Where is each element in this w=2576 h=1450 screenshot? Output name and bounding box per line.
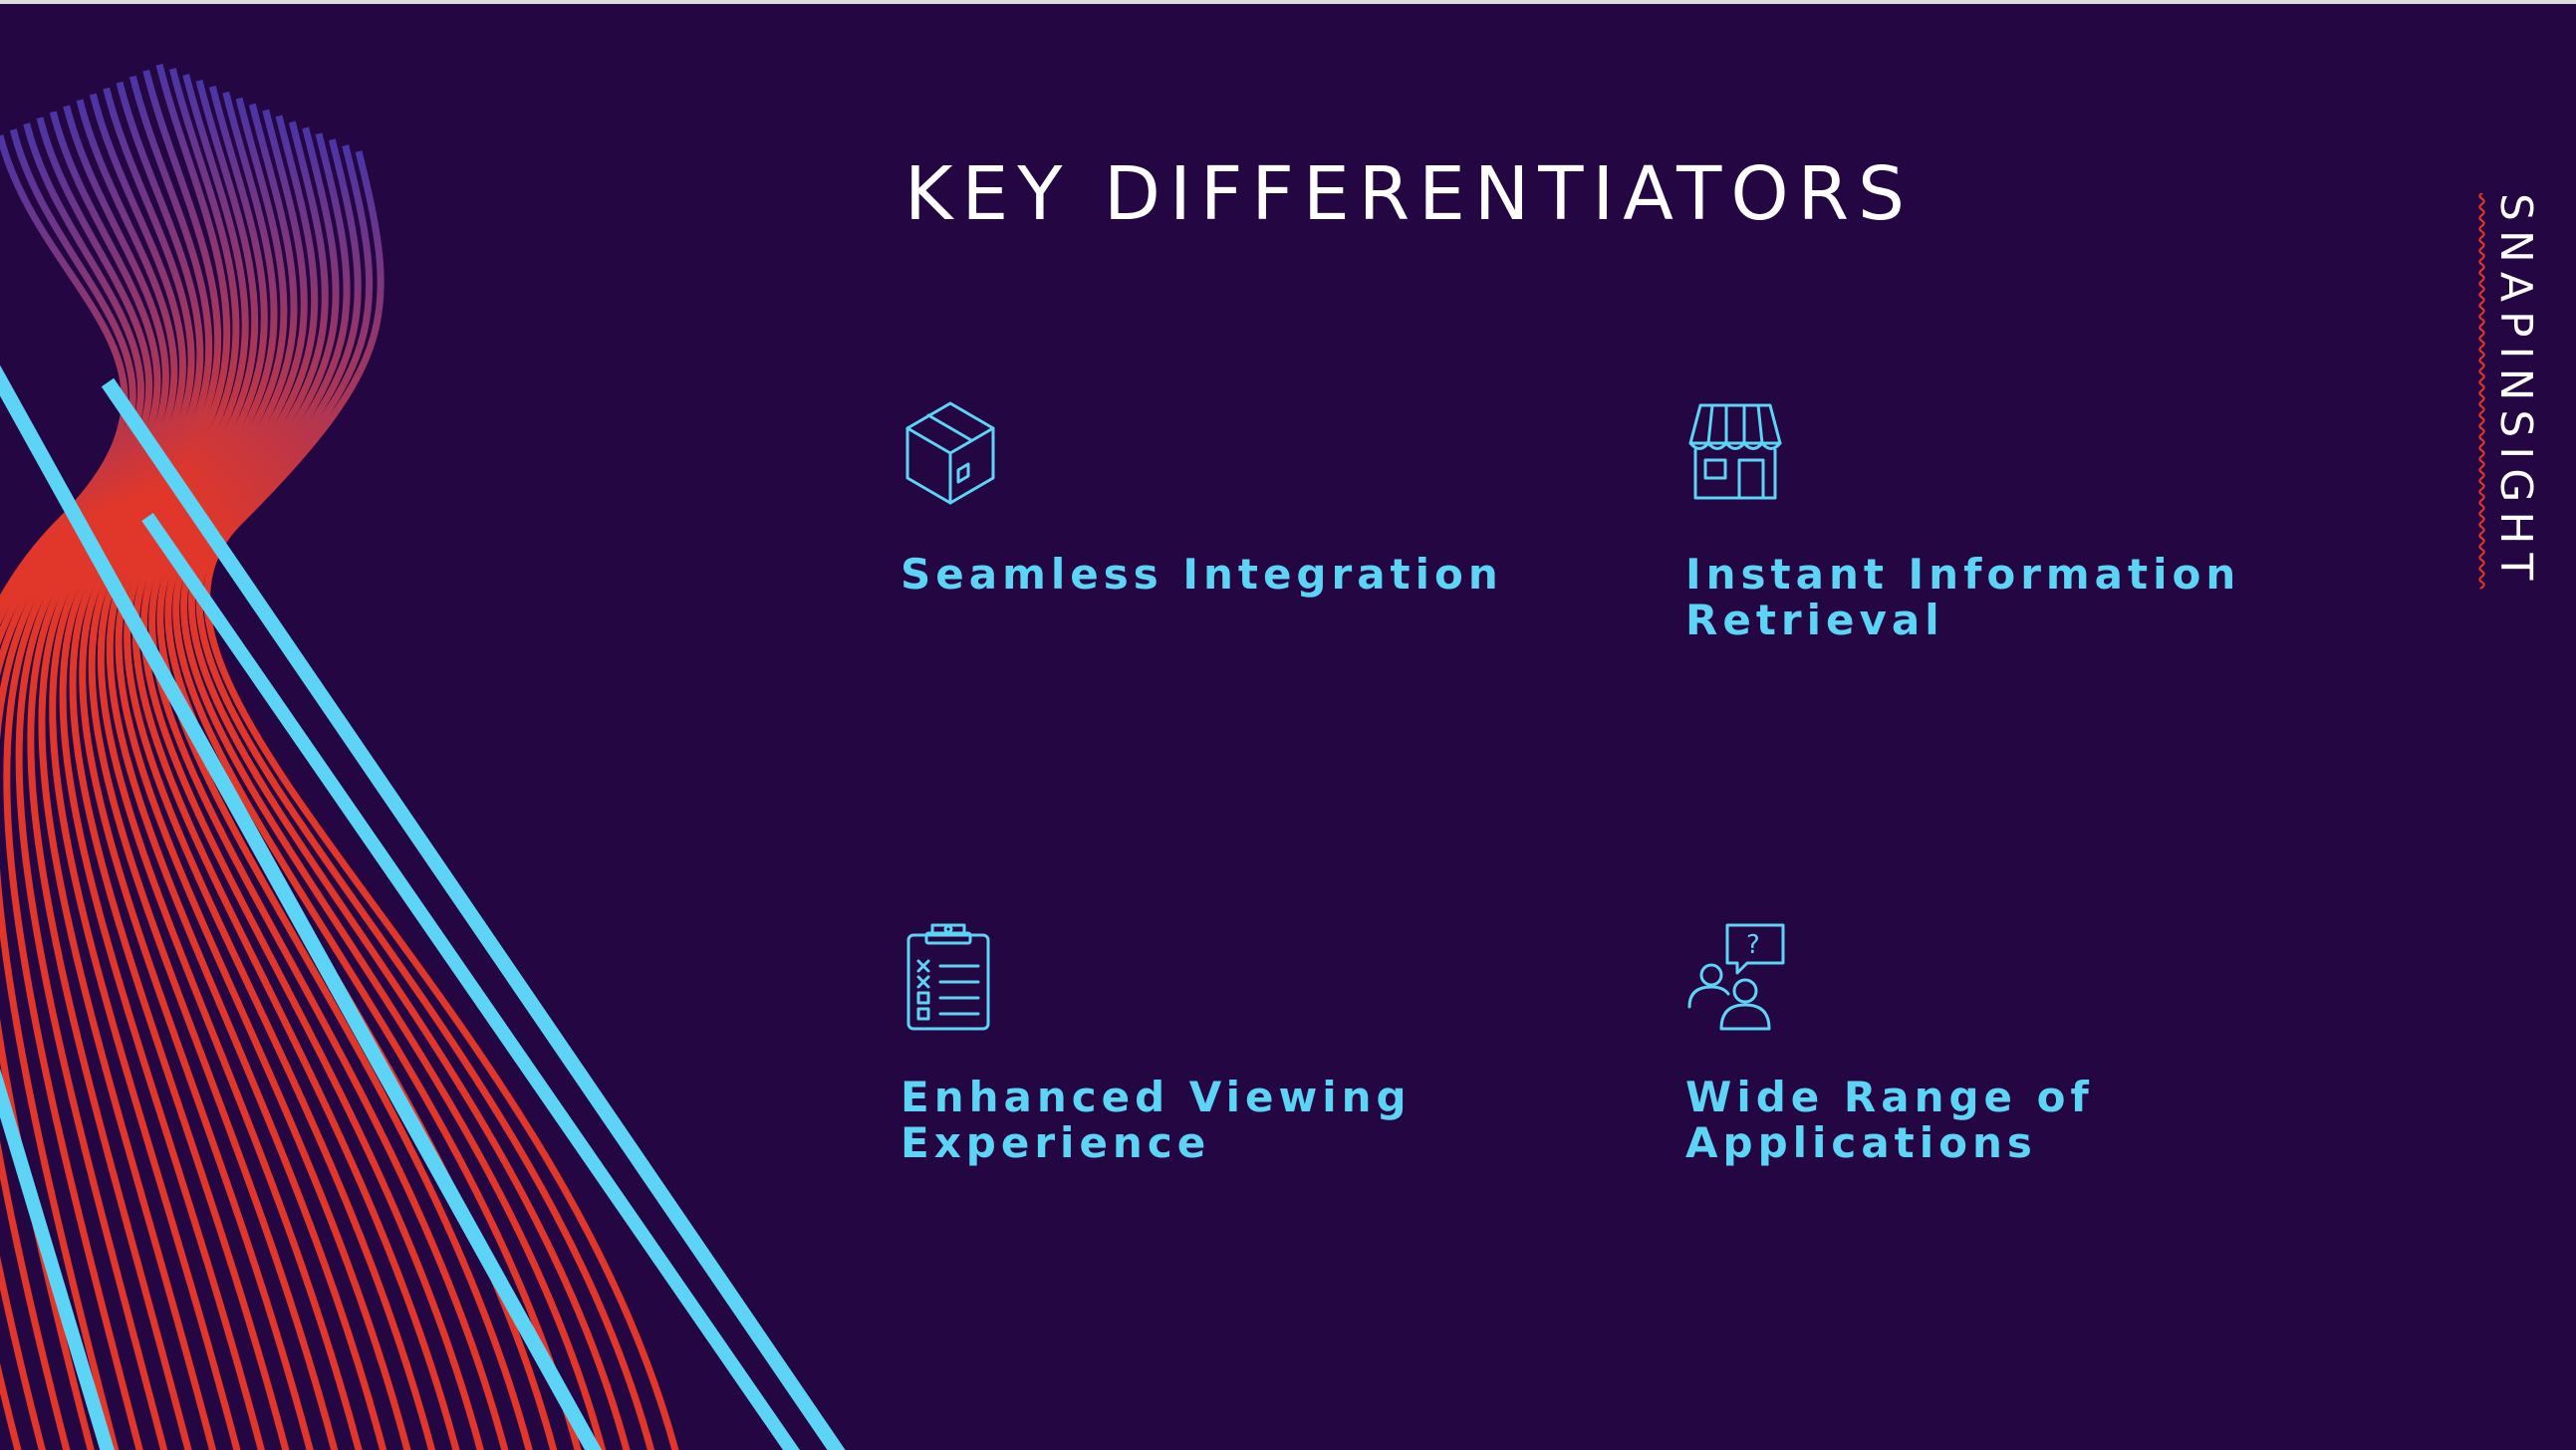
wave-line <box>0 128 136 1450</box>
cyan-accent-line <box>0 1068 115 1450</box>
people-question-icon: ? <box>1685 921 1785 1031</box>
slide: KEY DIFFERENTIATORS SNAPINSIGHT Seamless… <box>0 4 2576 1450</box>
feature-wide-range-of-applications: ? Wide Range of Applications <box>1685 921 2343 1166</box>
wave-line <box>0 122 144 1450</box>
wave-line <box>115 85 411 1450</box>
wave-line <box>69 69 290 1450</box>
feature-seamless-integration: Seamless Integration <box>901 398 1558 598</box>
wave-line <box>15 99 178 1450</box>
wave-line <box>180 132 607 1450</box>
wave-line <box>156 115 533 1450</box>
slide-title: KEY DIFFERENTIATORS <box>904 151 1914 237</box>
wave-line <box>188 138 631 1450</box>
cyan-accent-line <box>0 364 603 1450</box>
wave-line <box>0 134 129 1450</box>
storefront-icon <box>1685 398 1785 508</box>
cyan-accent-lines <box>0 364 846 1450</box>
wave-line <box>79 64 314 1450</box>
wave-line <box>148 109 509 1450</box>
clipboard-checklist-icon <box>901 921 1000 1031</box>
package-box-icon <box>901 398 1000 508</box>
wave-line <box>59 75 265 1450</box>
wave-line <box>49 81 241 1450</box>
wave-line <box>0 111 161 1450</box>
feature-label: Seamless Integration <box>901 550 1503 599</box>
brand-name-vertical: SNAPINSIGHT <box>2490 193 2541 590</box>
wave-line <box>131 97 460 1450</box>
feature-instant-information-retrieval: Instant Information Retrieval <box>1685 398 2343 643</box>
decorative-wave-lines <box>0 64 846 1450</box>
feature-label: Instant Information Retrieval <box>1685 550 2241 644</box>
wave-line <box>140 103 484 1450</box>
wave-line <box>38 87 217 1450</box>
feature-label: Enhanced Viewing Experience <box>901 1073 1412 1167</box>
feature-enhanced-viewing-experience: Enhanced Viewing Experience <box>901 921 1558 1166</box>
cyan-accent-line <box>101 377 846 1450</box>
wave-line <box>124 91 436 1450</box>
wave-line <box>172 126 582 1450</box>
feature-label: Wide Range of Applications <box>1685 1073 2094 1167</box>
svg-text:?: ? <box>1746 930 1760 960</box>
wave-line <box>27 93 192 1450</box>
wave-line <box>3 105 169 1450</box>
cyan-accent-line <box>141 513 800 1450</box>
red-wave-lines <box>0 64 679 1450</box>
wave-line <box>195 144 654 1450</box>
